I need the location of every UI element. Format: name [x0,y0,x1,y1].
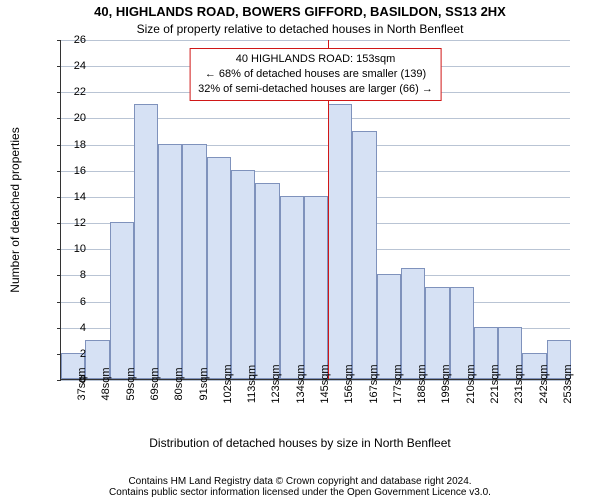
xtick-label: 80sqm [173,367,185,400]
callout-box: 40 HIGHLANDS ROAD: 153sqm← 68% of detach… [189,48,442,101]
ytick-label: 2 [46,348,86,360]
xtick-label: 48sqm [100,367,112,400]
ytick-label: 6 [46,296,86,308]
footnote-line: Contains HM Land Registry data © Crown c… [0,476,600,487]
xtick-label: 123sqm [270,364,282,403]
chart-title: 40, HIGHLANDS ROAD, BOWERS GIFFORD, BASI… [0,4,600,19]
histogram-bar [304,196,328,379]
xtick-label: 167sqm [368,364,380,403]
xtick-label: 221sqm [489,364,501,403]
xtick-label: 102sqm [222,364,234,403]
xtick-label: 199sqm [440,364,452,403]
ytick-label: 24 [46,60,86,72]
xtick-label: 91sqm [198,367,210,400]
ytick-label: 22 [46,86,86,98]
ytick-label: 8 [46,269,86,281]
xtick-label: 113sqm [246,365,258,403]
footnote-line: Contains public sector information licen… [0,487,600,498]
xtick-label: 59sqm [125,367,137,400]
xtick-label: 69sqm [149,367,161,400]
histogram-bar [377,274,401,379]
xtick-label: 242sqm [538,364,550,403]
xtick-label: 253sqm [562,364,574,403]
histogram-bar [207,157,231,379]
histogram-bar [110,222,134,379]
histogram-bar [134,104,158,379]
callout-line: 32% of semi-detached houses are larger (… [198,82,433,97]
footnote: Contains HM Land Registry data © Crown c… [0,476,600,498]
histogram-bar [182,144,206,379]
gridline [61,40,570,41]
xtick-label: 156sqm [343,364,355,403]
x-axis-label: Distribution of detached houses by size … [0,436,600,450]
ytick-label: 26 [46,34,86,46]
histogram-bar [255,183,279,379]
ytick-label: 12 [46,217,86,229]
ytick-label: 18 [46,139,86,151]
xtick-label: 134sqm [295,364,307,403]
xtick-label: 37sqm [76,367,88,400]
xtick-label: 188sqm [416,364,428,403]
ytick-label: 16 [46,165,86,177]
histogram-bar [231,170,255,379]
ytick-label: 14 [46,191,86,203]
histogram-bar [352,131,376,379]
plot-area: 40 HIGHLANDS ROAD: 153sqm← 68% of detach… [60,40,570,380]
histogram-bar [401,268,425,379]
ytick-label: 4 [46,322,86,334]
chart-subtitle: Size of property relative to detached ho… [0,22,600,36]
y-axis-label: Number of detached properties [8,127,22,292]
histogram-bar [328,104,352,379]
ytick-label: 20 [46,112,86,124]
histogram-chart: 40, HIGHLANDS ROAD, BOWERS GIFFORD, BASI… [0,0,600,500]
ytick-label: 10 [46,243,86,255]
histogram-bar [280,196,304,379]
xtick-label: 145sqm [319,364,331,403]
xtick-label: 177sqm [392,364,404,403]
callout-line: ← 68% of detached houses are smaller (13… [198,67,433,82]
callout-line: 40 HIGHLANDS ROAD: 153sqm [198,52,433,67]
xtick-label: 231sqm [513,364,525,403]
histogram-bar [158,144,182,379]
xtick-label: 210sqm [465,364,477,403]
